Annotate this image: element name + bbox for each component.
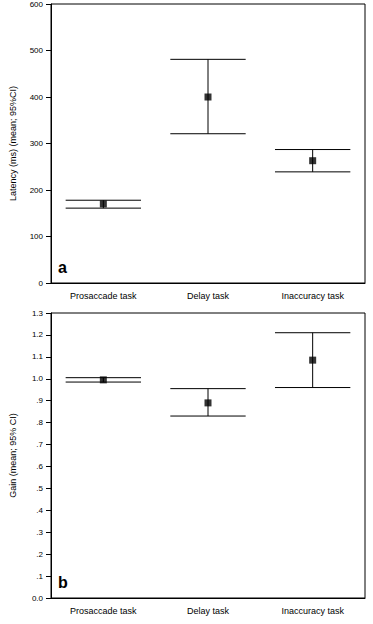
svg-text:1.0: 1.0 xyxy=(32,374,44,383)
svg-text:.2: .2 xyxy=(36,550,43,559)
svg-text:.4: .4 xyxy=(36,506,43,515)
svg-text:1.1: 1.1 xyxy=(32,352,44,361)
svg-text:b: b xyxy=(58,574,68,591)
svg-text:Latency (ms) (mean; 95%CI): Latency (ms) (mean; 95%CI) xyxy=(8,86,18,201)
svg-text:Delay task: Delay task xyxy=(187,606,230,616)
svg-text:Prosaccade task: Prosaccade task xyxy=(70,291,137,301)
svg-text:200: 200 xyxy=(30,186,44,195)
svg-text:.9: .9 xyxy=(36,396,43,405)
svg-text:Prosaccade task: Prosaccade task xyxy=(70,606,137,616)
svg-text:.3: .3 xyxy=(36,528,43,537)
svg-text:Delay task: Delay task xyxy=(187,291,230,301)
svg-text:1.3: 1.3 xyxy=(32,309,44,318)
svg-text:0.0: 0.0 xyxy=(32,594,44,603)
svg-text:.8: .8 xyxy=(36,418,43,427)
svg-text:600: 600 xyxy=(30,0,44,9)
svg-text:500: 500 xyxy=(30,46,44,55)
svg-text:.7: .7 xyxy=(36,440,43,449)
svg-text:.6: .6 xyxy=(36,462,43,471)
svg-text:100: 100 xyxy=(30,232,44,241)
svg-text:Inaccuracy task: Inaccuracy task xyxy=(281,291,344,301)
svg-text:1.2: 1.2 xyxy=(32,330,44,339)
svg-text:Gain (mean; 95% CI): Gain (mean; 95% CI) xyxy=(8,413,18,498)
svg-text:Inaccuracy task: Inaccuracy task xyxy=(281,606,344,616)
svg-text:0: 0 xyxy=(39,279,44,288)
svg-text:a: a xyxy=(58,259,67,276)
svg-text:300: 300 xyxy=(30,139,44,148)
svg-text:400: 400 xyxy=(30,93,44,102)
svg-text:.5: .5 xyxy=(36,484,43,493)
svg-text:.1: .1 xyxy=(36,572,43,581)
